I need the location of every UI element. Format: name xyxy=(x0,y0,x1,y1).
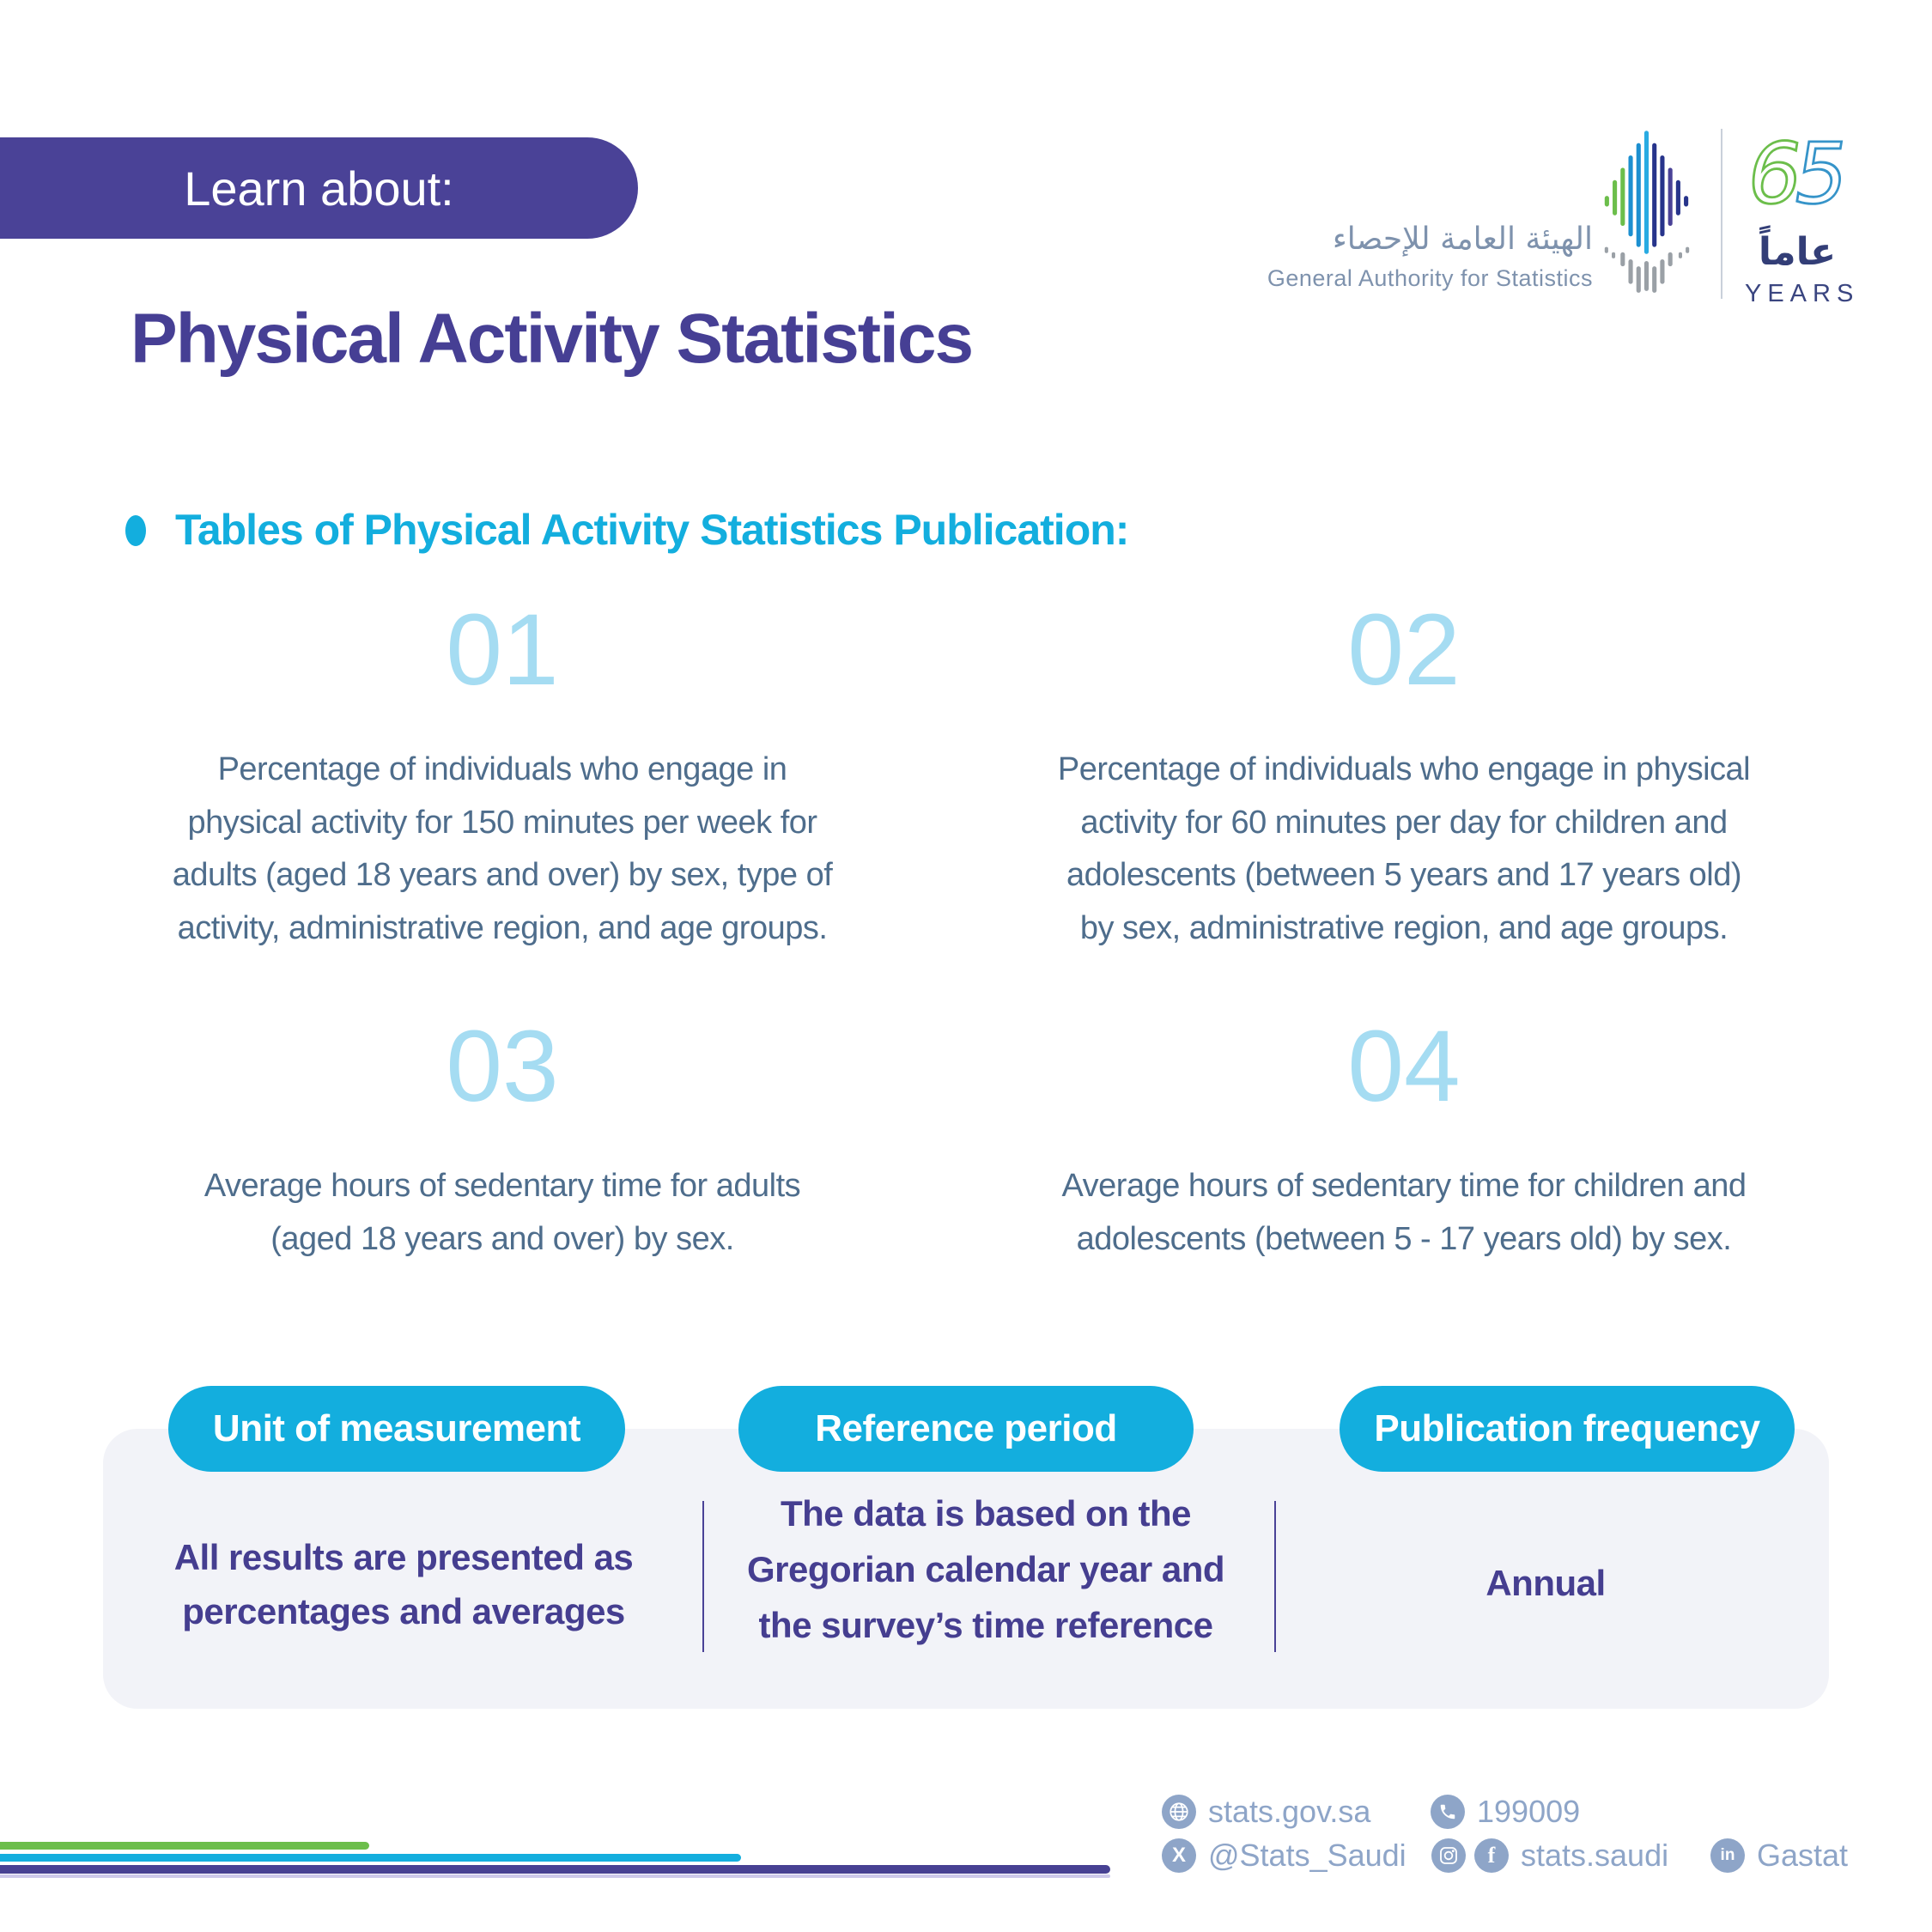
item-text: Average hours of sedentary time for chil… xyxy=(1061,1168,1747,1257)
website-label: stats.gov.sa xyxy=(1208,1794,1371,1829)
globe-icon xyxy=(1162,1795,1196,1829)
panel-divider xyxy=(702,1501,704,1652)
linkedin-handle-label: Gastat xyxy=(1757,1838,1849,1873)
pill-label: Reference period xyxy=(815,1407,1117,1449)
gastat-logo-icon xyxy=(1604,120,1690,301)
section-heading: Tables of Physical Activity Statistics P… xyxy=(175,506,1129,554)
facebook-icon: f xyxy=(1474,1838,1509,1873)
linkedin-icon: in xyxy=(1710,1838,1745,1873)
list-item: 04 Average hours of sedentary time for c… xyxy=(996,1016,1812,1266)
website-link[interactable]: stats.gov.sa xyxy=(1162,1794,1370,1830)
item-text: Percentage of individuals who engage in … xyxy=(1057,751,1751,946)
item-number: 03 xyxy=(446,1010,559,1123)
learn-about-label: Learn about: xyxy=(184,161,454,216)
unit-of-measurement-pill: Unit of measurement xyxy=(168,1386,625,1472)
social-media-link[interactable]: f stats.saudi xyxy=(1431,1838,1668,1874)
logo-divider-line xyxy=(1721,129,1722,299)
publication-frequency-pill: Publication frequency xyxy=(1340,1386,1795,1472)
item-number: 01 xyxy=(446,593,559,707)
pill-label: Publication frequency xyxy=(1374,1407,1760,1449)
anniversary-65-icon: 6 5 xyxy=(1739,118,1856,230)
list-item: 02 Percentage of individuals who engage … xyxy=(996,599,1812,955)
publication-frequency-value: Annual xyxy=(1485,1563,1606,1603)
list-item: 01 Percentage of individuals who engage … xyxy=(94,599,910,955)
anniversary-arabic-label: عاماً xyxy=(1758,230,1837,274)
list-item: 03 Average hours of sedentary time for a… xyxy=(94,1016,910,1266)
item-number: 02 xyxy=(1347,593,1461,707)
decor-bar-cyan xyxy=(0,1854,741,1862)
item-text: Percentage of individuals who engage in … xyxy=(172,751,833,946)
x-social-link[interactable]: X @Stats_Saudi xyxy=(1162,1838,1406,1874)
metadata-panel xyxy=(103,1429,1829,1709)
linkedin-link[interactable]: in Gastat xyxy=(1710,1838,1848,1874)
gastat-english-name: General Authority for Statistics xyxy=(1267,265,1593,291)
phone-label: 199009 xyxy=(1477,1794,1581,1829)
panel-divider xyxy=(1274,1501,1276,1652)
x-twitter-icon: X xyxy=(1162,1838,1196,1873)
decor-bar-purple xyxy=(0,1865,1110,1874)
instagram-icon xyxy=(1431,1838,1466,1873)
social-handle-label: stats.saudi xyxy=(1521,1838,1669,1873)
phone-icon xyxy=(1431,1795,1465,1829)
pill-label: Unit of measurement xyxy=(212,1407,581,1449)
unit-of-measurement-value: All results are presented as percentages… xyxy=(173,1537,634,1631)
item-text: Average hours of sedentary time for adul… xyxy=(204,1168,801,1257)
page-title: Physical Activity Statistics xyxy=(131,300,974,378)
learn-about-banner: Learn about: xyxy=(0,137,638,239)
x-handle-label: @Stats_Saudi xyxy=(1208,1838,1406,1873)
item-number: 04 xyxy=(1347,1010,1461,1123)
reference-period-pill: Reference period xyxy=(738,1386,1194,1472)
gastat-brand-text: الهيئة العامة للإحصاء General Authority … xyxy=(1219,222,1593,292)
phone-contact[interactable]: 199009 xyxy=(1431,1794,1580,1830)
bullet-dot-icon xyxy=(125,515,146,546)
gastat-arabic-name: الهيئة العامة للإحصاء xyxy=(1332,222,1593,257)
anniversary-years-label: YEARS xyxy=(1745,280,1860,307)
reference-period-value: The data is based on the Gregorian calen… xyxy=(746,1493,1225,1646)
decor-bar-lavender xyxy=(0,1874,1110,1878)
decor-bar-green xyxy=(0,1842,369,1850)
